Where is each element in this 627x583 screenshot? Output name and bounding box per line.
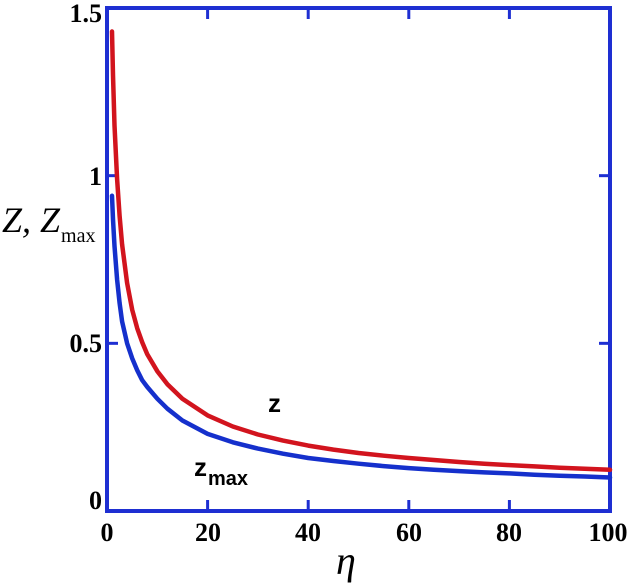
ytick-label-1_5: 1.5 [69,0,103,28]
xtick-label-100: 100 [588,518,627,547]
curve-label-z-main: z [268,388,281,418]
curve-label-z: z [268,390,281,416]
curve-label-zmax-main: z [194,452,207,482]
curve-label-zmax: zmax [194,452,248,490]
y-axis-title-subscript: max [61,225,96,247]
xtick-label-20: 20 [195,518,221,547]
xtick-label-60: 60 [396,518,422,547]
ytick-label-0: 0 [89,486,102,515]
ytick-label-0_5: 0.5 [69,329,103,358]
curve-z_max [109,193,613,480]
y-axis-title-main: Z, Z [2,200,61,240]
y-axis-title: Z, Zmax [2,200,96,247]
xtick-label-80: 80 [496,518,522,547]
curve-z [109,29,613,473]
curve-label-zmax-subscript: max [208,468,249,490]
xtick-label-0: 0 [100,518,114,547]
plot-frame [105,6,612,513]
xtick-label-40: 40 [295,518,321,547]
x-axis-title-eta: η [336,538,356,583]
ytick-label-1: 1 [89,162,102,191]
